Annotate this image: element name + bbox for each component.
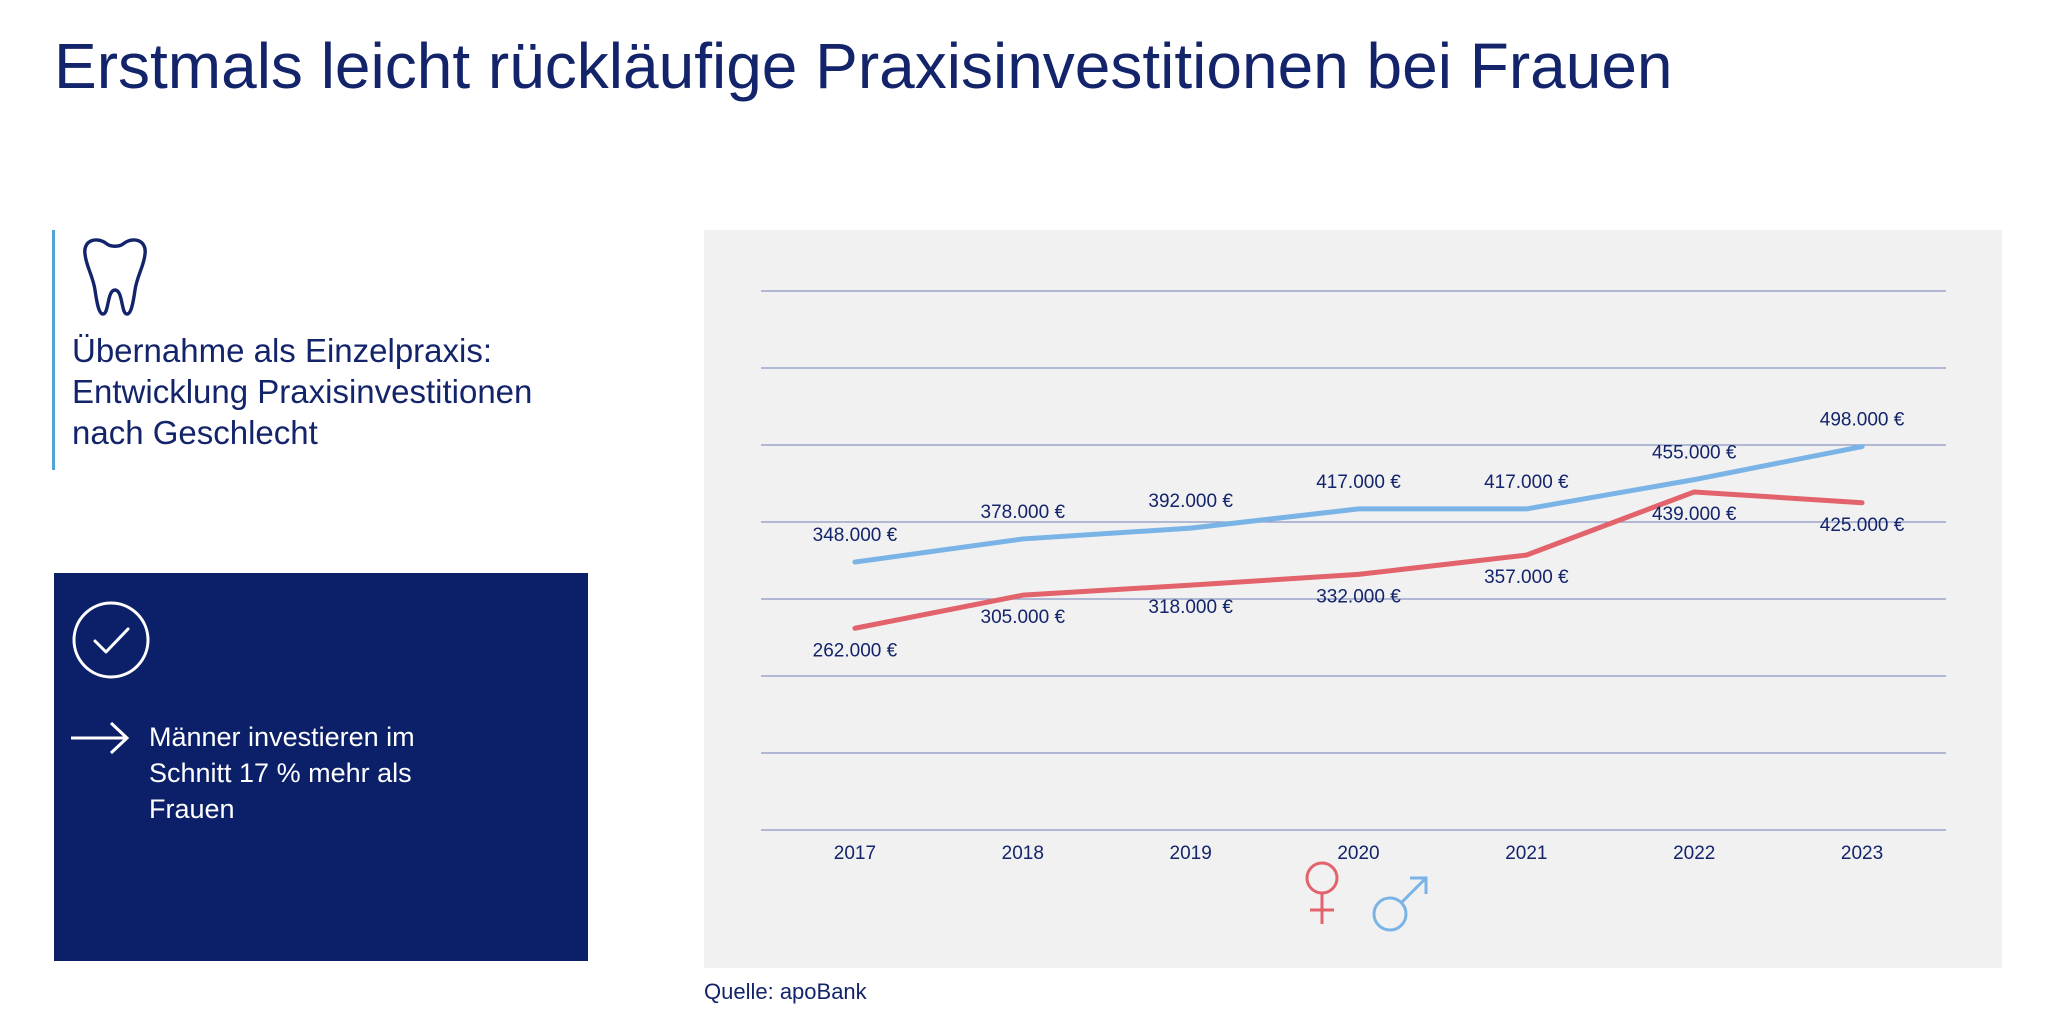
data-label-male: 392.000 €	[1148, 491, 1233, 512]
x-axis-tick-labels: 2017 2018 2019 2020 2021 2022 2023	[834, 843, 1883, 864]
data-label-female: 305.000 €	[981, 607, 1066, 628]
legend	[1305, 861, 1428, 932]
subtitle-block: Übernahme als Einzelpraxis: Entwicklung …	[52, 230, 615, 470]
series-line-female	[852, 489, 1865, 631]
chart-subtitle: Übernahme als Einzelpraxis: Entwicklung …	[72, 330, 612, 453]
series-line-male	[852, 444, 1865, 565]
x-tick-label: 2023	[1841, 843, 1883, 864]
tooth-icon	[83, 238, 147, 316]
subtitle-line: nach Geschlecht	[72, 414, 318, 451]
arrow-right-icon	[71, 721, 130, 755]
data-label-female: 439.000 €	[1652, 504, 1737, 525]
data-label-female: 332.000 €	[1316, 586, 1401, 607]
series-lines	[852, 444, 1865, 631]
x-tick-label: 2018	[1002, 843, 1044, 864]
data-label-male: 455.000 €	[1652, 443, 1737, 464]
data-label-female: 425.000 €	[1820, 515, 1905, 536]
data-label-female: 262.000 €	[813, 640, 898, 661]
male-symbol-icon	[1372, 876, 1428, 932]
checkmark-circle-icon	[72, 601, 150, 679]
subtitle-line: Übernahme als Einzelpraxis:	[72, 332, 493, 369]
info-text: Männer investieren im Schnitt 17 % mehr …	[149, 719, 569, 827]
subtitle-line: Entwicklung Praxisinvestitionen	[72, 373, 533, 410]
page-title: Erstmals leicht rückläufige Praxisinvest…	[54, 30, 1673, 102]
data-label-male: 498.000 €	[1820, 410, 1905, 431]
gridlines	[761, 290, 1946, 831]
data-label-female: 357.000 €	[1484, 567, 1569, 588]
source-note: Quelle: apoBank	[704, 979, 867, 1004]
data-label-male: 348.000 €	[813, 525, 898, 546]
info-line: Männer investieren im	[149, 722, 415, 752]
data-label-male: 417.000 €	[1484, 472, 1569, 493]
data-label-male: 378.000 €	[981, 502, 1066, 523]
data-label-female: 318.000 €	[1148, 597, 1233, 618]
data-label-male: 417.000 €	[1316, 472, 1401, 493]
x-tick-label: 2017	[834, 843, 876, 864]
info-line: Schnitt 17 % mehr als	[149, 758, 412, 788]
x-tick-label: 2020	[1337, 843, 1379, 864]
data-labels: 348.000 € 378.000 € 392.000 € 417.000 € 417.…	[813, 410, 1905, 662]
x-tick-label: 2022	[1673, 843, 1715, 864]
info-line: Frauen	[149, 794, 235, 824]
chart-panel: 2017 2018 2019 2020 2021 2022 2023 348.000 € 37…	[704, 230, 2002, 968]
info-box: Männer investieren im Schnitt 17 % mehr …	[54, 573, 588, 961]
line-chart: 2017 2018 2019 2020 2021 2022 2023 348.000 € 37…	[761, 290, 1946, 932]
x-tick-label: 2021	[1505, 843, 1547, 864]
female-symbol-icon	[1305, 861, 1339, 924]
x-tick-label: 2019	[1170, 843, 1212, 864]
